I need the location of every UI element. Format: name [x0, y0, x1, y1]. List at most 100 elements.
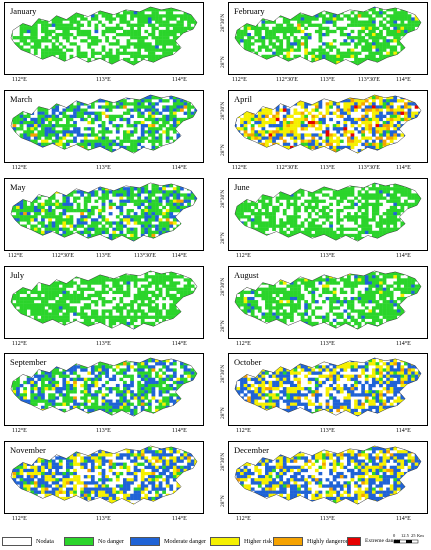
lat-label-upper: 28°30'N	[0, 101, 2, 120]
scale-tick-0: 0	[393, 533, 396, 538]
lon-label: 112°E	[236, 253, 251, 259]
legend-item-higher-risk: Higher risk	[210, 536, 272, 546]
lat-label-lower: 28°N	[0, 495, 2, 507]
month-label: February	[234, 6, 265, 16]
lat-label-lower: 28°N	[220, 495, 226, 507]
lat-label-upper: 28°30'N	[220, 452, 226, 471]
lat-label-lower: 28°N	[0, 320, 2, 332]
legend-item-moderate-danger: Moderate danger	[130, 536, 206, 546]
legend-label: Nodata	[36, 537, 54, 545]
lon-label: 114°E	[172, 341, 187, 347]
scale-bar-graphic: 0 12.5 25 Km	[393, 533, 424, 544]
lon-label: 112°E	[236, 516, 251, 522]
lat-label-upper: 28°30'N	[220, 364, 226, 383]
lon-label: 113°E	[320, 165, 335, 171]
lon-label: 113°E	[320, 253, 335, 259]
lat-label-upper: 28°30'N	[0, 13, 2, 32]
legend-label: Highly dangerous	[307, 537, 352, 545]
month-label: September	[10, 357, 47, 367]
month-label: October	[234, 357, 262, 367]
lon-label: 114°E	[396, 516, 411, 522]
lon-label: 112°30'E	[276, 165, 298, 171]
month-label: March	[10, 94, 33, 104]
lon-label: 114°E	[172, 77, 187, 83]
lon-label: 112°E	[12, 516, 27, 522]
lon-label: 113°E	[320, 341, 335, 347]
lon-label: 114°E	[172, 516, 187, 522]
lat-label-lower: 28°N	[220, 320, 226, 332]
lon-label: 113°30'E	[358, 165, 380, 171]
lon-label: 113°E	[96, 77, 111, 83]
danger-map	[10, 445, 198, 505]
lat-label-lower: 28°N	[220, 407, 226, 419]
legend-label: Moderate danger	[164, 537, 207, 545]
lat-label-upper: 28°30'N	[220, 277, 226, 296]
lat-label-lower: 28°N	[0, 56, 2, 68]
lon-label: 112°E	[236, 428, 251, 434]
lon-label: 112°30'E	[52, 253, 74, 259]
lon-label: 114°E	[396, 77, 411, 83]
map-panel-january: January	[4, 2, 204, 75]
lon-label: 113°E	[320, 77, 335, 83]
lat-label-lower: 28°N	[220, 56, 226, 68]
lon-label: 112°E	[12, 165, 27, 171]
legend-item-nodata: Nodata	[2, 536, 54, 546]
lon-label: 112°E	[8, 253, 23, 259]
legend-swatch	[347, 536, 361, 546]
lon-label: 112°E	[232, 165, 247, 171]
legend-swatch	[64, 536, 94, 546]
lon-label: 113°E	[96, 341, 111, 347]
lon-label: 112°E	[12, 341, 27, 347]
month-label: January	[10, 6, 37, 16]
month-label: July	[10, 270, 25, 280]
legend-item-highly-dangerous: Highly dangerous	[273, 536, 351, 546]
lat-label-upper: 28°30'N	[0, 189, 2, 208]
month-label: April	[234, 94, 252, 104]
lon-label: 113°E	[320, 516, 335, 522]
legend-swatch	[210, 536, 240, 546]
scale-bar: 0 12.5 25 Km	[392, 532, 428, 548]
lat-label-upper: 28°30'N	[220, 101, 226, 120]
map-panel-february: February	[228, 2, 428, 75]
lon-label: 113°E	[96, 253, 111, 259]
lat-label-upper: 28°30'N	[0, 277, 2, 296]
map-panel-june: June	[228, 178, 428, 251]
danger-map	[234, 6, 422, 66]
danger-map	[234, 182, 422, 242]
danger-map	[234, 357, 422, 417]
lon-label: 114°E	[172, 253, 187, 259]
month-label: December	[234, 445, 269, 455]
lat-label-lower: 28°N	[0, 407, 2, 419]
danger-map	[234, 270, 422, 330]
legend-swatch	[273, 536, 303, 546]
legend-swatch	[130, 536, 160, 546]
lon-label: 112°E	[12, 428, 27, 434]
lat-label-upper: 28°30'N	[0, 364, 2, 383]
lon-label: 113°E	[96, 165, 111, 171]
legend-label: Extreme danger	[365, 538, 401, 544]
month-label: May	[10, 182, 26, 192]
lon-label: 113°E	[96, 516, 111, 522]
map-panel-april: April	[228, 90, 428, 163]
lon-label: 114°E	[396, 165, 411, 171]
map-panel-march: March	[4, 90, 204, 163]
danger-map	[10, 357, 198, 417]
map-panel-november: November	[4, 441, 204, 514]
lat-label-upper: 28°30'N	[220, 13, 226, 32]
map-panel-august: August	[228, 266, 428, 339]
legend: Nodata No danger Moderate danger Higher …	[0, 534, 431, 548]
lon-label: 114°E	[172, 428, 187, 434]
map-panel-december: December	[228, 441, 428, 514]
lon-label: 112°E	[232, 77, 247, 83]
lat-label-lower: 28°N	[220, 144, 226, 156]
danger-map	[10, 6, 198, 66]
lon-label: 112°30'E	[276, 77, 298, 83]
lat-label-lower: 28°N	[0, 232, 2, 244]
legend-item-no-danger: No danger	[64, 536, 124, 546]
lat-label-lower: 28°N	[220, 232, 226, 244]
month-label: November	[10, 445, 46, 455]
month-label: August	[234, 270, 259, 280]
lon-label: 114°E	[172, 165, 187, 171]
lon-label: 112°E	[12, 77, 27, 83]
scale-tick-1: 12.5	[401, 533, 410, 538]
